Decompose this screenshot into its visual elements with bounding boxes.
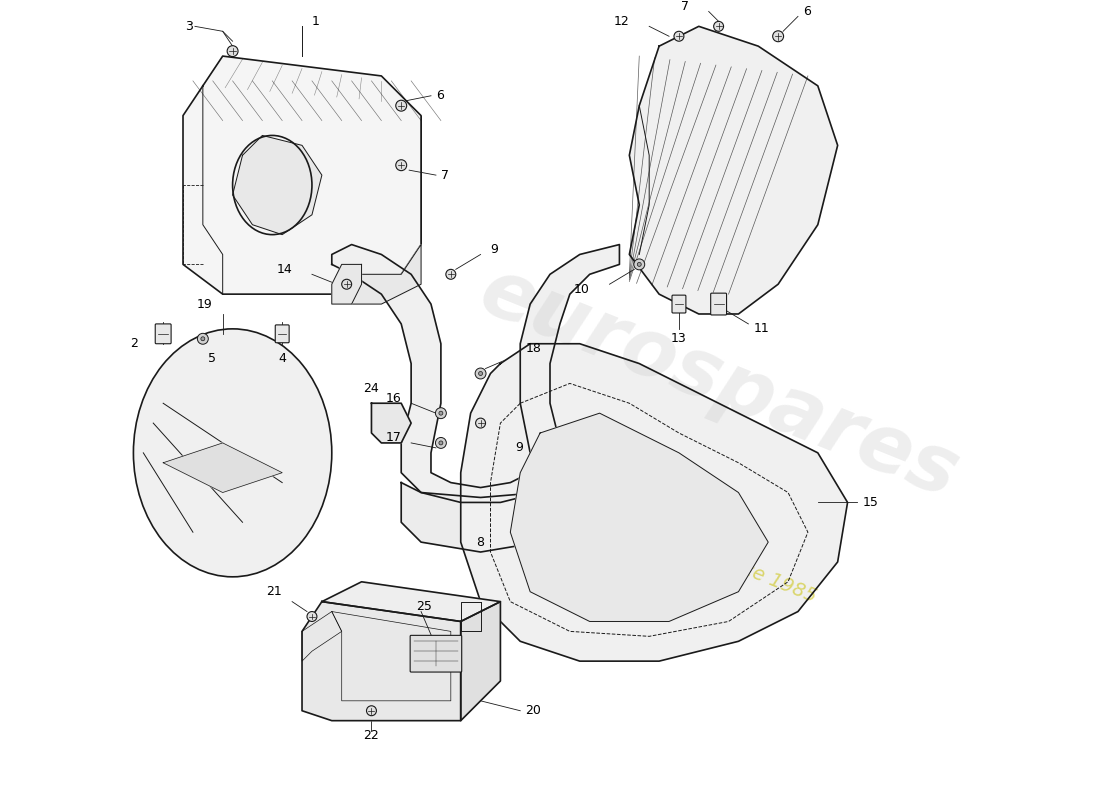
Circle shape bbox=[714, 22, 724, 31]
Text: 19: 19 bbox=[197, 298, 212, 310]
Text: 7: 7 bbox=[681, 0, 689, 13]
Circle shape bbox=[475, 368, 486, 379]
Text: 13: 13 bbox=[671, 332, 686, 346]
Polygon shape bbox=[352, 245, 421, 304]
Text: 6: 6 bbox=[803, 5, 811, 18]
Text: 3: 3 bbox=[185, 20, 192, 33]
FancyBboxPatch shape bbox=[155, 324, 172, 344]
Circle shape bbox=[446, 270, 455, 279]
Polygon shape bbox=[322, 582, 500, 622]
Ellipse shape bbox=[133, 329, 332, 577]
Text: 17: 17 bbox=[385, 431, 402, 445]
Text: 4: 4 bbox=[278, 352, 286, 365]
Circle shape bbox=[674, 31, 684, 42]
FancyBboxPatch shape bbox=[672, 295, 686, 313]
Text: 14: 14 bbox=[276, 263, 293, 276]
Circle shape bbox=[396, 160, 407, 170]
Circle shape bbox=[307, 611, 317, 622]
Polygon shape bbox=[372, 403, 411, 443]
Circle shape bbox=[772, 31, 783, 42]
Polygon shape bbox=[402, 482, 560, 552]
Text: 11: 11 bbox=[754, 322, 769, 335]
FancyBboxPatch shape bbox=[275, 325, 289, 342]
Circle shape bbox=[478, 371, 483, 375]
Circle shape bbox=[475, 418, 485, 428]
FancyBboxPatch shape bbox=[410, 635, 462, 672]
Text: 5: 5 bbox=[208, 352, 216, 365]
Text: 7: 7 bbox=[441, 169, 449, 182]
Polygon shape bbox=[302, 602, 461, 721]
Circle shape bbox=[366, 706, 376, 716]
Circle shape bbox=[342, 279, 352, 289]
Circle shape bbox=[227, 46, 238, 57]
Polygon shape bbox=[629, 26, 837, 314]
Text: eurospares: eurospares bbox=[468, 252, 969, 515]
Circle shape bbox=[197, 334, 208, 344]
Polygon shape bbox=[232, 135, 322, 234]
Circle shape bbox=[436, 408, 447, 418]
Text: 18: 18 bbox=[525, 342, 541, 355]
Text: 2: 2 bbox=[131, 338, 139, 350]
Polygon shape bbox=[461, 344, 848, 661]
Polygon shape bbox=[461, 602, 500, 721]
Polygon shape bbox=[510, 413, 768, 622]
Text: 21: 21 bbox=[266, 586, 283, 598]
Text: 12: 12 bbox=[614, 15, 629, 28]
Circle shape bbox=[439, 441, 443, 445]
Text: 10: 10 bbox=[574, 282, 590, 296]
Polygon shape bbox=[332, 245, 619, 502]
Text: 25: 25 bbox=[416, 600, 432, 613]
Circle shape bbox=[201, 337, 205, 341]
Circle shape bbox=[396, 100, 407, 111]
Text: a passion for parts since 1985: a passion for parts since 1985 bbox=[539, 478, 820, 606]
Text: 9: 9 bbox=[491, 243, 498, 256]
Text: 15: 15 bbox=[862, 496, 878, 509]
Circle shape bbox=[436, 438, 447, 448]
Circle shape bbox=[439, 411, 443, 415]
Polygon shape bbox=[163, 443, 283, 493]
Polygon shape bbox=[183, 56, 421, 294]
Circle shape bbox=[634, 259, 645, 270]
Text: 22: 22 bbox=[364, 729, 380, 742]
Text: 8: 8 bbox=[476, 536, 485, 549]
Text: 24: 24 bbox=[364, 382, 380, 395]
Text: 20: 20 bbox=[525, 704, 541, 718]
Text: 6: 6 bbox=[436, 90, 443, 102]
Text: 9: 9 bbox=[515, 442, 524, 454]
Polygon shape bbox=[332, 264, 362, 304]
Text: 1: 1 bbox=[312, 15, 320, 28]
FancyBboxPatch shape bbox=[711, 293, 727, 315]
Circle shape bbox=[637, 262, 641, 266]
Text: 16: 16 bbox=[385, 392, 402, 405]
